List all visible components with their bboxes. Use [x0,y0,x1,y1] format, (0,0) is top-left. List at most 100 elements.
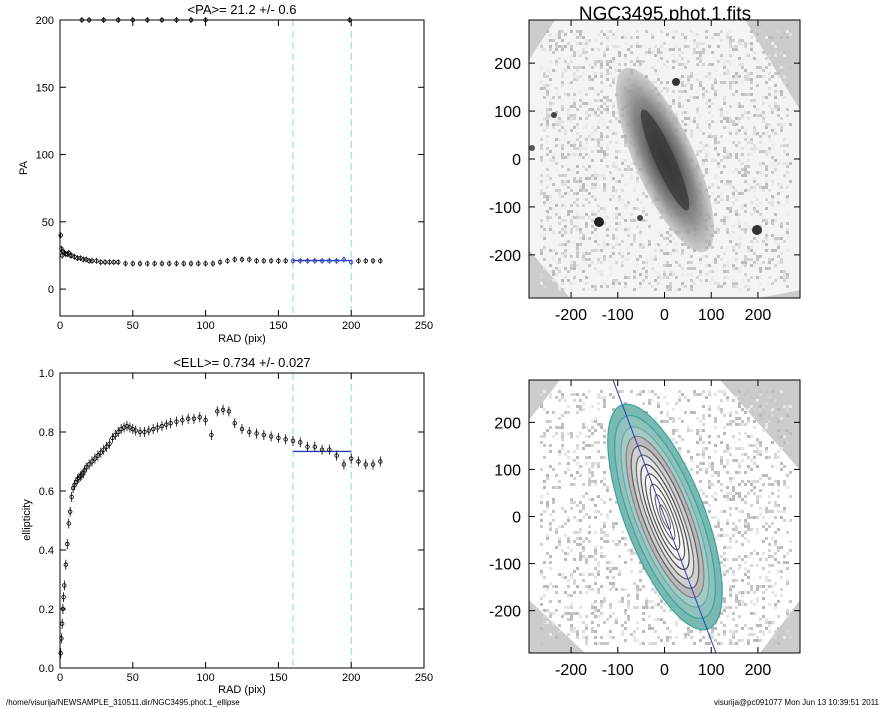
img1-x-tick-label: -200 [555,307,587,324]
pa-data-point [356,258,361,264]
galaxy-image-bottom-pixels [529,380,800,653]
ell-data-point [239,426,245,432]
pa-x-axis-label: RAD (pix) [218,333,266,345]
ell-data-point [98,450,103,455]
ell-data-point [356,459,361,464]
ell-data-point [58,651,63,656]
ell-data-point [349,456,354,461]
pa-data-point [166,261,172,266]
ell-data-point [67,509,73,514]
pa-y-tick-label: 200 [36,15,54,27]
pa-data-point [86,258,92,264]
ell-data-point [261,432,267,438]
pa-data-point [89,258,95,264]
pa-data-point [327,258,332,264]
ell-x-tick-label: 150 [269,672,287,684]
ell-data-point [305,444,310,449]
img2-y-tick-label: -200 [489,604,521,621]
ell-data-point [110,435,115,441]
ell-x-axis-label: RAD (pix) [218,684,266,696]
pa-data-point [254,258,259,264]
ell-plot-frame [59,372,425,669]
ell-y-axis-label: ellipticity [21,499,33,541]
pa-data-point [283,258,288,264]
pa-data-point [341,257,347,262]
pa-data-point [130,261,135,266]
ell-data-point [185,416,191,421]
pa-data-point [196,261,201,266]
img2-y-tick-label: -100 [489,557,521,574]
ell-data-point [363,462,368,467]
pa-data-point [111,259,117,265]
img2-x-tick-label: 100 [698,662,725,679]
img2-y-tick-label: 200 [494,415,521,432]
ell-data-point [150,426,156,432]
pa-data-point [123,261,128,266]
img1-x-tick-label: 100 [698,307,725,324]
pa-y-tick-label: 100 [36,150,54,162]
ell-data-point [312,444,317,449]
ell-data-point [334,453,339,458]
pa-data-point [145,261,150,266]
pa-data-point [334,258,339,264]
galaxy-image-top: NGC3495.phot.1.fits -200 -100 0 100 200 -200… [489,4,801,324]
ell-x-tick-label: 250 [415,672,433,684]
pa-data-point [290,258,296,264]
pa-data-point [203,261,208,266]
ell-data-point [69,494,74,500]
pa-data-point [116,259,121,265]
ell-data-point [276,435,281,441]
img1-y-tick-label: 200 [494,56,521,73]
pa-x-tick-label: 250 [415,320,433,332]
galaxy-image-top-pixels [529,20,800,298]
img1-x-tick-label: 0 [660,307,669,324]
ell-data-point [84,465,89,470]
pa-data-point [319,258,325,264]
ell-data-point [142,429,147,435]
ell-y-tick-label: 0.2 [39,604,54,616]
pa-data-point [225,258,230,264]
pa-data-point [107,259,112,265]
ell-data-point [146,428,152,433]
pa-data-point [181,261,186,266]
ell-data-point [61,595,66,600]
pa-data-point [268,258,274,264]
img1-y-tick-label: 0 [512,152,521,169]
ell-y-tick-label: 0.4 [39,545,54,557]
ell-data-point [203,418,208,423]
img1-x-tick-label: 200 [745,307,772,324]
pa-data-point [298,258,303,264]
pa-data-point [276,258,281,264]
pa-data-point [370,258,376,264]
pa-data-point [232,257,237,262]
ell-y-tick-label: 1.0 [39,368,54,380]
ell-data-point [174,419,179,424]
img2-x-tick-label: 200 [745,662,772,679]
ell-data-point [319,447,325,452]
pa-plot: <PA>= 21.2 +/- 0.6 0 50 100 150 200 250 0 50 10… [18,2,433,345]
img2-y-tick-label: 100 [494,462,521,479]
pa-data-point [159,261,165,266]
pa-x-tick-label: 200 [342,320,360,332]
ell-data-point [65,541,70,547]
ell-data-point [168,420,173,426]
ell-data-point [215,409,220,414]
ell-data-point [180,418,185,423]
img1-y-tick-label: 100 [494,104,521,121]
ell-y-tick-label: 0.0 [39,663,54,675]
ell-data-point [283,437,288,442]
pa-data-point [174,261,179,266]
ell-data-point [209,432,214,438]
ell-data-point [232,420,237,426]
ell-data-point [137,429,143,435]
ell-data-point [220,407,226,413]
ell-data-point [197,415,202,420]
major-axis-line [612,380,717,653]
ell-x-tick-label: 200 [342,672,360,684]
ell-data-point [101,447,106,452]
ell-data-point [341,462,347,467]
pa-data-point [137,261,143,266]
pa-data-point [378,258,383,264]
ell-data-point [159,423,165,429]
pa-data-point [363,258,368,264]
